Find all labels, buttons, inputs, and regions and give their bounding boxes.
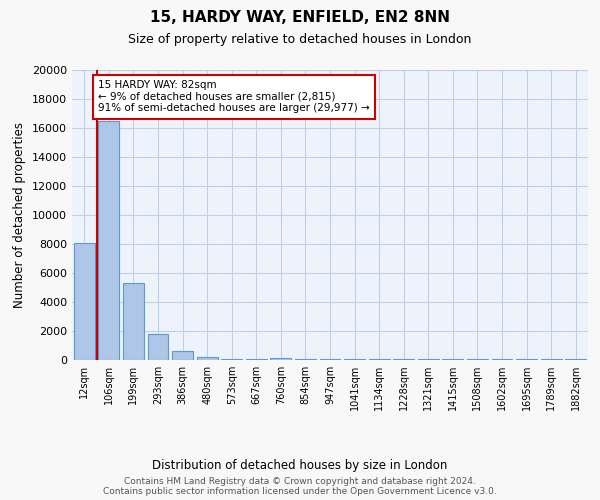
Y-axis label: Number of detached properties: Number of detached properties xyxy=(13,122,26,308)
Bar xyxy=(148,334,169,360)
Bar xyxy=(467,358,488,360)
Text: Size of property relative to detached houses in London: Size of property relative to detached ho… xyxy=(128,32,472,46)
Text: Contains public sector information licensed under the Open Government Licence v3: Contains public sector information licen… xyxy=(103,487,497,496)
Bar xyxy=(74,244,95,360)
Bar xyxy=(172,351,193,360)
Text: Distribution of detached houses by size in London: Distribution of detached houses by size … xyxy=(152,460,448,472)
Bar xyxy=(221,358,242,360)
Text: 15 HARDY WAY: 82sqm
← 9% of detached houses are smaller (2,815)
91% of semi-deta: 15 HARDY WAY: 82sqm ← 9% of detached hou… xyxy=(98,80,370,114)
Bar xyxy=(98,120,119,360)
Bar xyxy=(271,358,292,360)
Bar xyxy=(197,357,218,360)
Bar xyxy=(123,283,144,360)
Text: 15, HARDY WAY, ENFIELD, EN2 8NN: 15, HARDY WAY, ENFIELD, EN2 8NN xyxy=(150,10,450,25)
Text: Contains HM Land Registry data © Crown copyright and database right 2024.: Contains HM Land Registry data © Crown c… xyxy=(124,477,476,486)
